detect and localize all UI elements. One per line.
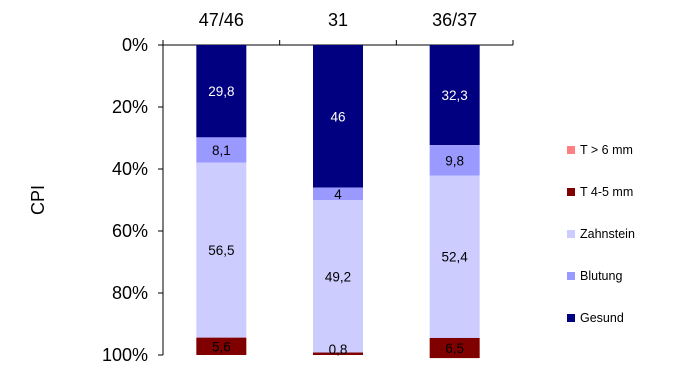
legend-swatch [567,272,575,280]
legend-swatch [567,146,575,154]
chart-data-labels: 29,8 8,1 56,5 5,6 46 4 49,2 0,8 32,3 9,8 52,4 6,5 [208,84,468,357]
y-tick-label: 80% [112,283,148,303]
data-label: 9,8 [445,153,464,168]
bar-segment [196,45,247,138]
legend-label: T 4-5 mm [580,185,633,199]
data-label: 8,1 [212,143,231,158]
y-tick-label: 100% [102,345,148,365]
bar-segment [429,145,480,176]
bar-segment [313,187,363,200]
y-axis-title: CPI [28,185,48,215]
data-label: 5,6 [212,339,231,354]
category-label: 47/46 [199,10,244,30]
bar-segment [429,175,480,338]
legend-swatch [567,230,575,238]
data-label: 29,8 [208,84,234,99]
bar-segment [313,352,363,355]
category-label: 31 [328,10,348,30]
bar-segment [429,337,480,359]
y-tick-label: 0% [122,35,148,55]
legend-label: T > 6 mm [580,143,633,157]
data-label: 32,3 [442,88,468,103]
category-label: 36/37 [432,10,477,30]
data-label: 4 [334,187,342,202]
data-label: 0,8 [329,342,348,357]
data-label: 46 [330,109,345,124]
bar-segment [196,137,247,163]
bar-segment [429,45,480,146]
chart-axes: 47/46 31 36/37 0% 20% 40% 60% 80% 100% CPI [28,10,514,365]
bar-segment [313,45,363,188]
y-tick-label: 60% [112,221,148,241]
data-label: 49,2 [325,269,351,284]
chart-bars [196,45,480,359]
legend-label: Gesund [580,311,624,325]
chart-legend: T > 6 mm T 4-5 mm Zahnstein Blutung Gesund [567,143,635,325]
bar-segment [313,200,363,353]
legend-label: Blutung [580,269,622,283]
y-tick-label: 40% [112,159,148,179]
legend-label: Zahnstein [580,227,635,241]
legend-swatch [567,314,575,322]
y-tick-label: 20% [112,97,148,117]
legend-swatch [567,188,575,196]
bar-segment [196,162,247,338]
data-label: 52,4 [442,250,469,265]
bar-segment [196,337,247,355]
data-label: 56,5 [208,243,234,258]
data-label: 6,5 [445,341,464,356]
